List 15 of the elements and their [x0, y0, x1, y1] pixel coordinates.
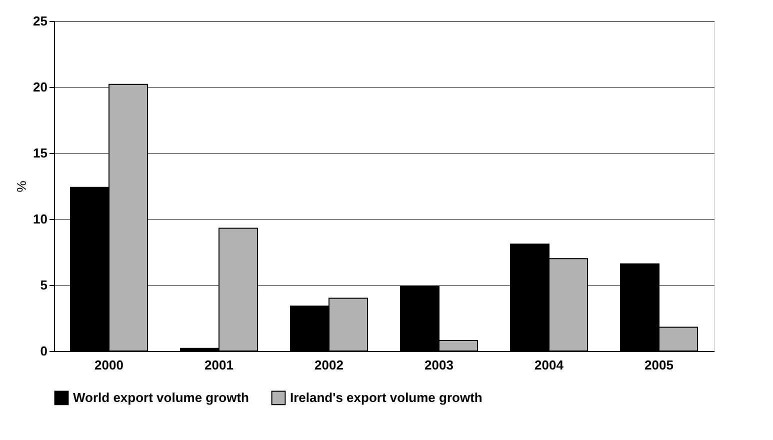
- x-tick-label: 2005: [644, 358, 674, 372]
- x-tick-label: 2004: [534, 358, 564, 372]
- y-tick-label: 0: [40, 344, 48, 358]
- y-tick-label: 10: [33, 212, 48, 226]
- x-tick-label: 2001: [204, 358, 234, 372]
- legend-label: World export volume growth: [73, 390, 250, 405]
- y-tick-label: 5: [40, 278, 48, 292]
- x-tick-label: 2000: [94, 358, 124, 372]
- y-axis-title: %: [14, 180, 30, 192]
- y-tick-label: 20: [33, 80, 48, 94]
- y-tick-label: 25: [33, 14, 48, 28]
- legend-label: Ireland's export volume growth: [290, 390, 482, 405]
- y-tick-label: 15: [33, 146, 48, 160]
- x-tick-label: 2002: [314, 358, 344, 372]
- x-tick-label: 2003: [424, 358, 454, 372]
